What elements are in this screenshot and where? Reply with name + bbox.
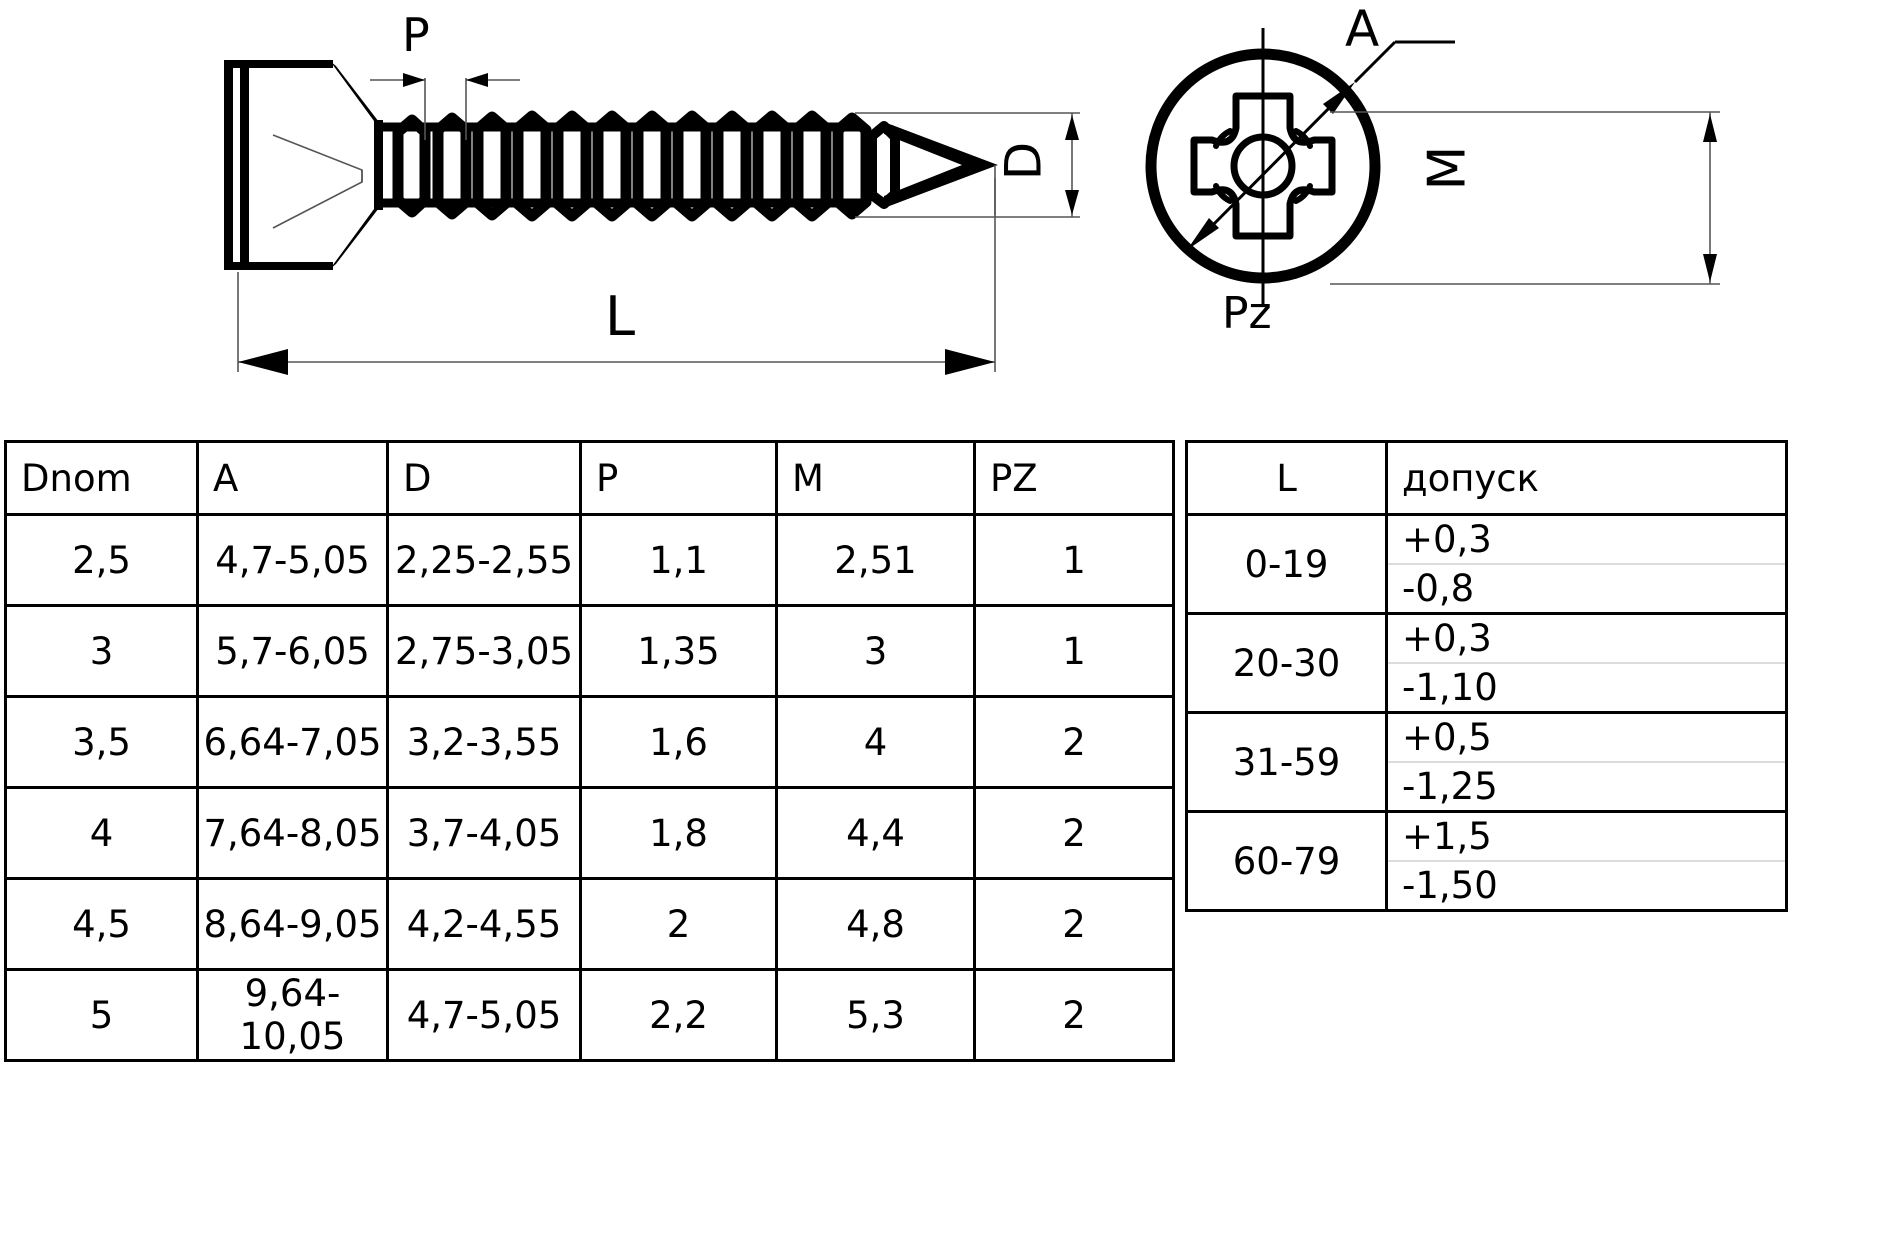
recess-depth-dimension <box>1330 111 1720 285</box>
cell-length-range: 31-59 <box>1185 711 1388 813</box>
cell-tolerance-pair: +0,5 -1,25 <box>1385 711 1788 813</box>
pozidriv-head-top-view-icon <box>1145 28 1455 305</box>
cell-tolerance-pair: +0,3 -0,8 <box>1385 513 1788 615</box>
cell-dnom: 5 <box>4 968 199 1062</box>
tolerance-row: 60-79 +1,5 -1,50 <box>1185 810 1788 912</box>
diameter-arrowheads <box>1065 115 1079 215</box>
tables-area: Dnom A D P M PZ 2,5 4,7-5,05 2,25-2,55 1… <box>0 430 1894 1252</box>
technical-drawing: P L D A M Pz <box>0 0 1894 430</box>
table-row: 4 7,64-8,05 3,7-4,05 1,8 4,4 2 <box>4 786 1175 880</box>
recess-depth-arrowheads <box>1703 114 1717 282</box>
cell-length-range: 20-30 <box>1185 612 1388 714</box>
cell-pz: 2 <box>973 695 1175 789</box>
cell-dnom: 2,5 <box>4 513 199 607</box>
table-row: 3,5 6,64-7,05 3,2-3,55 1,6 4 2 <box>4 695 1175 789</box>
cell-d: 2,25-2,55 <box>386 513 582 607</box>
screw-specification-table: Dnom A D P M PZ 2,5 4,7-5,05 2,25-2,55 1… <box>4 440 1175 1062</box>
tolerance-upper: +0,3 <box>1388 516 1785 565</box>
cell-a: 5,7-6,05 <box>196 604 389 698</box>
cell-tolerance-pair: +0,3 -1,10 <box>1385 612 1788 714</box>
cell-a: 6,64-7,05 <box>196 695 389 789</box>
diameter-label: D <box>994 141 1053 181</box>
cell-pz: 1 <box>973 513 1175 607</box>
cell-m: 4,4 <box>775 786 976 880</box>
column-header-dnom: Dnom <box>4 440 199 516</box>
cell-p: 1,1 <box>579 513 778 607</box>
cell-m: 4 <box>775 695 976 789</box>
cell-d: 4,2-4,55 <box>386 877 582 971</box>
table-row: 5 9,64-10,05 4,7-5,05 2,2 5,3 2 <box>4 968 1175 1062</box>
column-header-l: L <box>1185 440 1388 516</box>
pitch-label: P <box>402 8 430 62</box>
column-header-a: A <box>196 440 389 516</box>
countersunk-screw-side-view-icon <box>224 60 998 270</box>
tolerance-lower: -1,10 <box>1402 666 1498 709</box>
cell-pz: 1 <box>973 604 1175 698</box>
cell-pz: 2 <box>973 968 1175 1062</box>
cell-a: 8,64-9,05 <box>196 877 389 971</box>
cell-dnom: 4,5 <box>4 877 199 971</box>
cell-m: 5,3 <box>775 968 976 1062</box>
cell-p: 1,8 <box>579 786 778 880</box>
tolerance-row: 31-59 +0,5 -1,25 <box>1185 711 1788 813</box>
cell-d: 4,7-5,05 <box>386 968 582 1062</box>
tolerance-upper: +0,5 <box>1388 714 1785 763</box>
column-header-dopusk: допуск <box>1385 440 1788 516</box>
cell-a: 4,7-5,05 <box>196 513 389 607</box>
cell-d: 2,75-3,05 <box>386 604 582 698</box>
cell-a: 9,64-10,05 <box>196 968 389 1062</box>
cell-m: 4,8 <box>775 877 976 971</box>
tolerance-upper: +1,5 <box>1388 813 1785 862</box>
cell-a: 7,64-8,05 <box>196 786 389 880</box>
cell-p: 1,35 <box>579 604 778 698</box>
head-diameter-label: A <box>1345 0 1380 58</box>
column-header-p: P <box>579 440 778 516</box>
table-row: 2,5 4,7-5,05 2,25-2,55 1,1 2,51 1 <box>4 513 1175 607</box>
cell-p: 2 <box>579 877 778 971</box>
cell-m: 3 <box>775 604 976 698</box>
cell-length-range: 0-19 <box>1185 513 1388 615</box>
cell-m: 2,51 <box>775 513 976 607</box>
recess-depth-label: M <box>1417 145 1478 191</box>
cell-dnom: 3,5 <box>4 695 199 789</box>
pitch-arrowheads <box>403 73 488 87</box>
cell-p: 1,6 <box>579 695 778 789</box>
cell-dnom: 3 <box>4 604 199 698</box>
cell-pz: 2 <box>973 786 1175 880</box>
cell-dnom: 4 <box>4 786 199 880</box>
tolerance-row: 0-19 +0,3 -0,8 <box>1185 513 1788 615</box>
cell-d: 3,2-3,55 <box>386 695 582 789</box>
column-header-m: M <box>775 440 976 516</box>
tolerance-upper: +0,3 <box>1388 615 1785 664</box>
drive-type-label: Pz <box>1222 288 1272 339</box>
table-row: 3 5,7-6,05 2,75-3,05 1,35 3 1 <box>4 604 1175 698</box>
cell-tolerance-pair: +1,5 -1,50 <box>1385 810 1788 912</box>
table-header-row: Dnom A D P M PZ <box>4 440 1175 516</box>
cell-length-range: 60-79 <box>1185 810 1388 912</box>
cell-d: 3,7-4,05 <box>386 786 582 880</box>
table-row: 4,5 8,64-9,05 4,2-4,55 2 4,8 2 <box>4 877 1175 971</box>
cell-pz: 2 <box>973 877 1175 971</box>
screw-drawing-svg <box>224 28 1720 375</box>
column-header-d: D <box>386 440 582 516</box>
tolerance-lower: -1,25 <box>1402 765 1498 808</box>
tolerance-row: 20-30 +0,3 -1,10 <box>1185 612 1788 714</box>
length-arrowheads <box>238 349 995 375</box>
length-dimension <box>237 178 996 372</box>
cell-p: 2,2 <box>579 968 778 1062</box>
tolerance-lower: -1,50 <box>1402 864 1498 907</box>
length-label: L <box>605 285 636 348</box>
head-diameter-arrowheads <box>1187 82 1355 250</box>
length-tolerance-table: L допуск 0-19 +0,3 -0,8 20-30 +0,3 <box>1185 440 1788 912</box>
tolerance-lower: -0,8 <box>1402 567 1475 610</box>
column-header-pz: PZ <box>973 440 1175 516</box>
tolerance-header-row: L допуск <box>1185 440 1788 516</box>
